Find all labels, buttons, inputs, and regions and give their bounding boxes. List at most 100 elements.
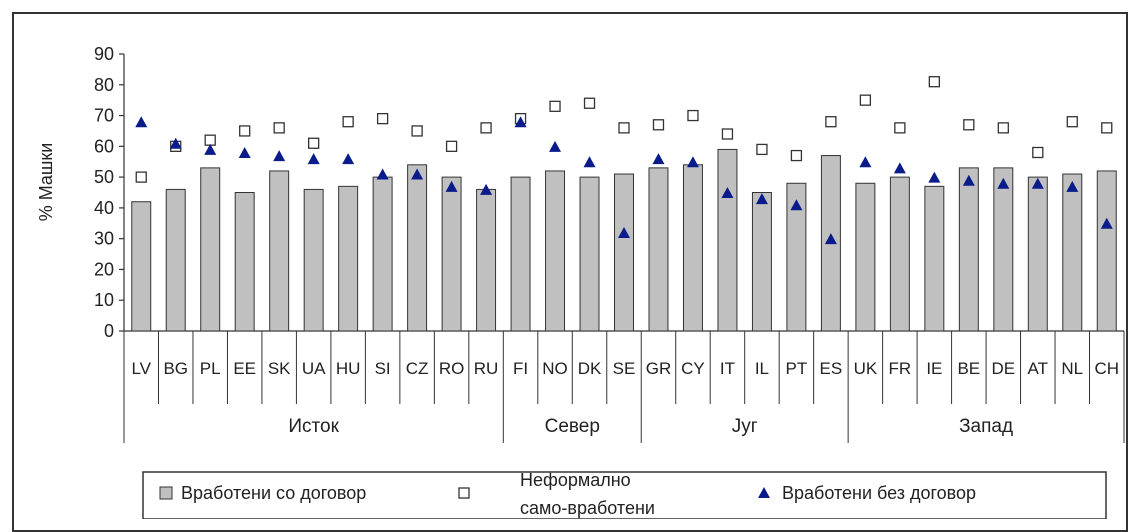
category-label: IT (720, 359, 735, 378)
square-series (135, 76, 1113, 183)
triangle-marker (1066, 180, 1079, 192)
category-label: UA (302, 359, 326, 378)
category-label: HU (336, 359, 361, 378)
square-marker (859, 94, 872, 106)
square-marker (273, 122, 285, 134)
bar (889, 176, 910, 332)
triangle-marker (445, 180, 458, 192)
category-label: NO (542, 359, 568, 378)
category-label: PL (200, 359, 221, 378)
y-tick-label: 20 (94, 259, 114, 279)
category-label: SE (613, 359, 636, 378)
y-tick-label: 0 (104, 321, 114, 341)
category-label: LV (131, 359, 151, 378)
triangle-marker (307, 153, 320, 165)
category-label: IE (926, 359, 942, 378)
bar (407, 164, 428, 332)
triangle-marker (1031, 177, 1044, 189)
category-label: SI (375, 359, 391, 378)
square-marker (376, 112, 389, 125)
category-axis: LV BG PL EE SK UA HU SI CZ RO RU FI NO DK SE GR CY IT IL PT… (123, 331, 1125, 443)
triangle-marker (997, 177, 1010, 189)
bar (958, 167, 979, 332)
category-label: IL (755, 359, 769, 378)
axes: 0 10 20 30 40 50 60 70 80 90 (94, 44, 1124, 341)
category-label: FR (889, 359, 912, 378)
triangle-marker (686, 156, 699, 168)
triangle-marker (859, 156, 872, 168)
bar (338, 185, 359, 332)
category-label: EE (233, 359, 256, 378)
square-marker (963, 119, 975, 131)
triangle-marker (480, 183, 493, 195)
category-label: RO (439, 359, 465, 378)
legend-label-informal-2: само-вработени (520, 498, 655, 518)
triangle-marker (514, 116, 527, 128)
square-marker (894, 122, 906, 134)
square-marker (756, 143, 768, 156)
category-label: SK (268, 359, 291, 378)
square-marker (480, 122, 492, 134)
square-marker (549, 100, 561, 112)
bar (165, 188, 186, 332)
bar (372, 176, 393, 332)
y-tick-label: 50 (94, 167, 114, 187)
square-marker (1032, 146, 1044, 159)
category-label: AT (1028, 359, 1048, 378)
square-marker (204, 134, 216, 146)
bar (545, 170, 566, 332)
bar (682, 164, 703, 332)
triangle-marker (204, 143, 217, 155)
square-marker (308, 137, 320, 149)
category-label: CZ (406, 359, 429, 378)
bar (717, 148, 738, 332)
category-label: CH (1094, 359, 1119, 378)
triangle-marker (893, 162, 906, 174)
triangle-marker (1100, 217, 1113, 229)
triangle-series (135, 116, 1113, 245)
bar (234, 192, 255, 332)
bar (303, 188, 324, 332)
legend-label-informal-1: Неформално (520, 470, 631, 490)
y-tick-label: 60 (94, 136, 114, 156)
category-label: RU (474, 359, 499, 378)
triangle-marker (135, 116, 148, 128)
y-tick-label: 10 (94, 290, 114, 310)
y-axis-label: % Машки (36, 143, 56, 222)
y-tick-label: 70 (94, 106, 114, 126)
category-label: UK (854, 359, 878, 378)
triangle-marker (824, 233, 837, 245)
triangle-marker (342, 153, 355, 165)
triangle-marker (376, 168, 389, 180)
square-marker (342, 116, 354, 128)
square-marker (1101, 122, 1113, 134)
square-marker (687, 109, 699, 122)
square-marker (825, 116, 837, 128)
category-label: CY (681, 359, 705, 378)
square-marker (721, 128, 734, 140)
bar (648, 167, 669, 332)
category-label: FI (513, 359, 528, 378)
category-label: DK (578, 359, 602, 378)
square-marker (239, 125, 251, 137)
legend-box (142, 471, 1107, 519)
bar (1096, 170, 1117, 332)
legend-swatch-triangle (758, 487, 770, 498)
category-label: DE (991, 359, 1015, 378)
bar-series (131, 148, 1117, 332)
triangle-marker (652, 153, 665, 165)
bar (924, 185, 945, 332)
chart: 0 10 20 30 40 50 60 70 80 90 LV BG PL EE SK UA HU SI CZ RO… (36, 44, 1125, 519)
legend-swatch-square (458, 487, 470, 499)
category-label: BG (163, 359, 188, 378)
square-marker (618, 122, 630, 134)
bar (1062, 173, 1083, 332)
bar (269, 170, 290, 332)
group-label: Исток (288, 416, 339, 437)
bar (131, 201, 152, 332)
triangle-marker (273, 150, 286, 162)
triangle-marker (721, 187, 734, 198)
square-marker (652, 119, 665, 131)
group-label: Север (545, 416, 600, 437)
triangle-marker (618, 227, 630, 239)
